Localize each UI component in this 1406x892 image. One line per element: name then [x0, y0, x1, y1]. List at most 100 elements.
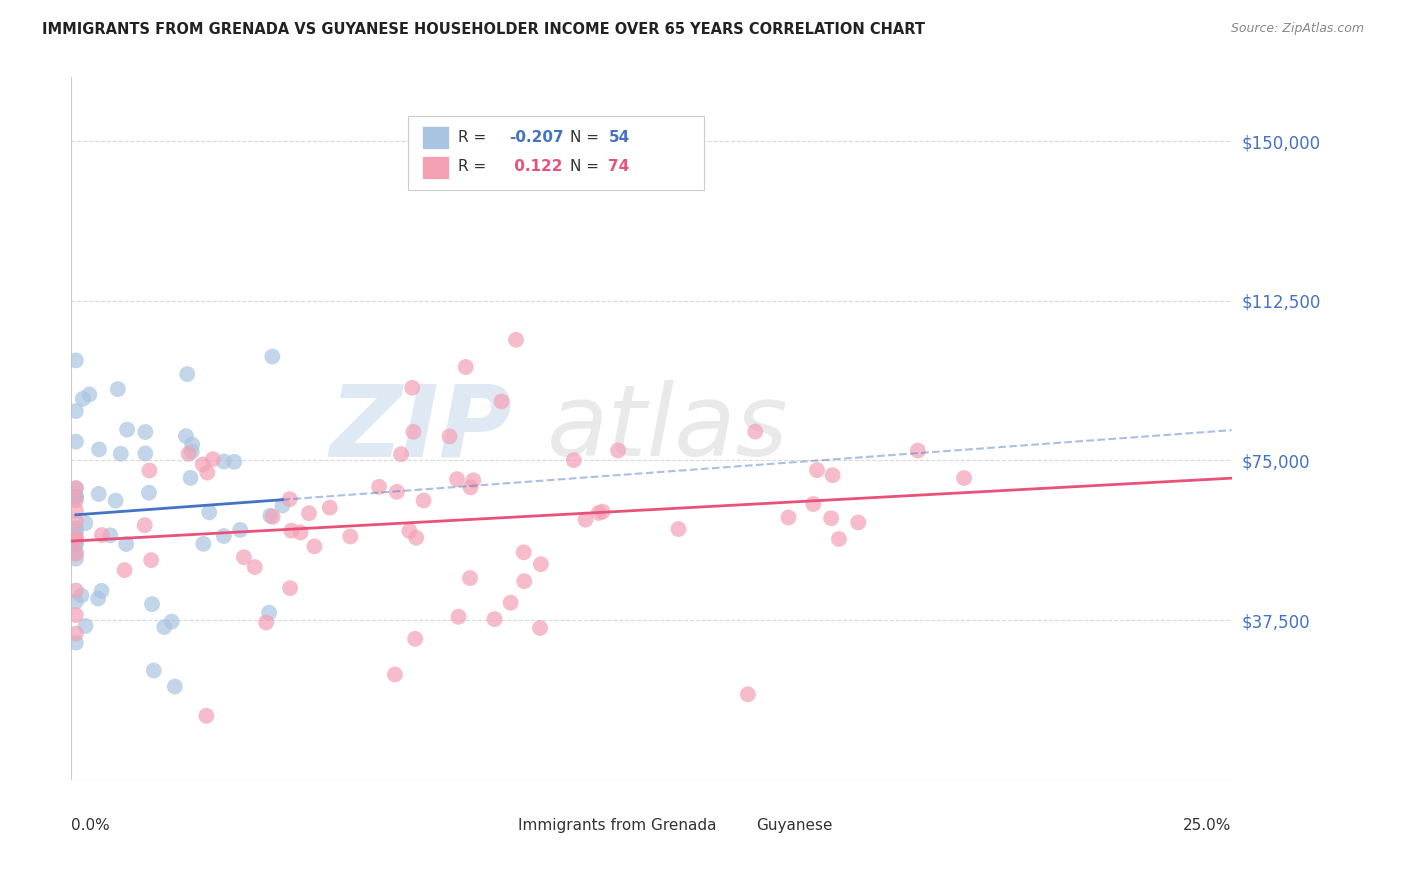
- Point: [668, 522, 690, 536]
- Point: [201, 452, 224, 467]
- Point: [134, 518, 156, 533]
- Point: [368, 480, 391, 494]
- Point: [65, 404, 87, 418]
- Point: [75, 619, 97, 633]
- Text: ZIP: ZIP: [329, 380, 512, 477]
- Point: [65, 583, 87, 598]
- Point: [820, 511, 842, 525]
- Point: [530, 558, 553, 572]
- Point: [339, 529, 361, 543]
- Point: [398, 524, 420, 538]
- Point: [229, 523, 252, 537]
- Point: [405, 531, 427, 545]
- Point: [138, 463, 160, 477]
- Point: [153, 620, 176, 634]
- Point: [801, 497, 824, 511]
- Point: [254, 615, 277, 630]
- Bar: [423, 157, 449, 178]
- Point: [180, 444, 202, 458]
- Point: [65, 434, 87, 449]
- Point: [115, 537, 138, 551]
- Text: 0.122: 0.122: [509, 159, 562, 174]
- Point: [454, 359, 477, 374]
- Point: [402, 425, 425, 439]
- Point: [176, 367, 198, 381]
- Point: [65, 608, 87, 623]
- Point: [141, 597, 163, 611]
- Point: [65, 490, 87, 504]
- Point: [65, 524, 87, 538]
- Point: [278, 492, 301, 507]
- Point: [484, 612, 506, 626]
- Point: [821, 468, 844, 483]
- Text: R =: R =: [457, 129, 491, 145]
- Point: [134, 446, 156, 460]
- Bar: [423, 128, 449, 148]
- Point: [70, 589, 93, 603]
- Point: [278, 581, 301, 595]
- Point: [271, 499, 294, 513]
- Text: Immigrants from Grenada: Immigrants from Grenada: [517, 818, 717, 833]
- Point: [72, 392, 94, 406]
- Text: 74: 74: [609, 159, 630, 174]
- Point: [460, 480, 482, 494]
- Point: [65, 481, 87, 495]
- Point: [562, 453, 585, 467]
- Point: [262, 350, 284, 364]
- Point: [384, 667, 406, 681]
- Point: [90, 528, 112, 542]
- Point: [193, 537, 215, 551]
- Text: N =: N =: [571, 129, 605, 145]
- Point: [907, 443, 929, 458]
- Point: [115, 423, 138, 437]
- Point: [846, 516, 869, 530]
- Point: [180, 471, 202, 485]
- Point: [404, 632, 426, 646]
- Point: [174, 429, 197, 443]
- Text: -0.207: -0.207: [509, 129, 564, 145]
- Point: [65, 546, 87, 560]
- Point: [90, 583, 112, 598]
- Point: [262, 509, 284, 524]
- Point: [290, 525, 312, 540]
- Text: IMMIGRANTS FROM GRENADA VS GUYANESE HOUSEHOLDER INCOME OVER 65 YEARS CORRELATION: IMMIGRANTS FROM GRENADA VS GUYANESE HOUS…: [42, 22, 925, 37]
- Point: [212, 529, 235, 543]
- Point: [304, 539, 326, 553]
- Point: [65, 547, 87, 561]
- Text: Source: ZipAtlas.com: Source: ZipAtlas.com: [1230, 22, 1364, 36]
- Point: [513, 574, 536, 589]
- Point: [65, 594, 87, 608]
- Point: [505, 333, 527, 347]
- Point: [588, 506, 610, 520]
- Point: [491, 394, 513, 409]
- Point: [87, 591, 110, 606]
- Text: 25.0%: 25.0%: [1184, 818, 1232, 833]
- Text: Guyanese: Guyanese: [756, 818, 832, 833]
- Point: [98, 528, 121, 542]
- Point: [463, 473, 485, 487]
- Point: [110, 447, 132, 461]
- Point: [195, 708, 218, 723]
- Point: [142, 664, 165, 678]
- Point: [177, 447, 200, 461]
- Point: [592, 505, 614, 519]
- Text: N =: N =: [571, 159, 605, 174]
- Text: 0.0%: 0.0%: [72, 818, 110, 833]
- Point: [104, 493, 127, 508]
- Point: [243, 560, 266, 574]
- Point: [65, 489, 87, 503]
- Point: [65, 490, 87, 504]
- Point: [953, 471, 976, 485]
- Point: [114, 563, 136, 577]
- Point: [512, 545, 534, 559]
- Point: [181, 437, 204, 451]
- FancyBboxPatch shape: [408, 116, 703, 190]
- Point: [65, 481, 87, 495]
- Point: [87, 442, 110, 457]
- Point: [79, 387, 101, 401]
- Point: [65, 521, 87, 535]
- Text: atlas: atlas: [547, 380, 789, 477]
- Point: [87, 487, 110, 501]
- Point: [65, 528, 87, 542]
- Point: [163, 680, 186, 694]
